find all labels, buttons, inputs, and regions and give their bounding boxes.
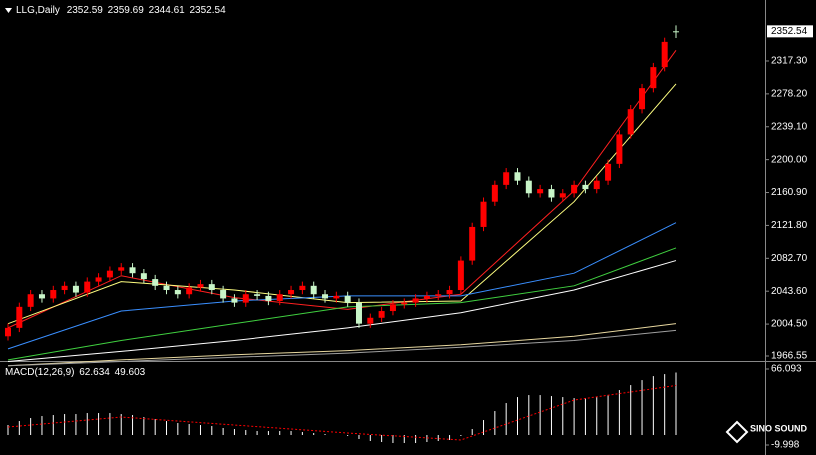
moving-average — [7, 329, 677, 367]
candle-body — [355, 302, 362, 324]
y-tick-label: -9.998 — [771, 440, 800, 451]
candle-body — [254, 294, 261, 296]
candle-body — [548, 189, 555, 198]
candle-body — [16, 306, 23, 328]
candle-body — [627, 109, 634, 135]
y-tick-label: 1966.55 — [771, 351, 808, 362]
y-tick-label: 2082.70 — [771, 253, 808, 264]
candle-body — [650, 67, 657, 89]
candle-body — [525, 180, 532, 194]
candle-body — [423, 295, 430, 299]
candle-body — [537, 189, 544, 194]
candle-body — [378, 311, 385, 318]
candle-body — [61, 285, 68, 291]
signal-value: 49.603 — [115, 367, 146, 378]
open-value: 2352.59 — [67, 5, 104, 16]
candle-body — [118, 267, 125, 271]
y-tick-label: 2278.20 — [771, 89, 808, 100]
candle-body — [106, 270, 113, 278]
watermark: SINO SOUND — [725, 420, 808, 444]
candle-body — [265, 295, 272, 301]
close-value: 2352.54 — [190, 5, 227, 16]
candle-body — [389, 304, 396, 312]
candle-body — [186, 287, 193, 295]
macd-value: 62.634 — [79, 367, 110, 378]
candle-body — [220, 290, 227, 299]
y-tick-label: 66.093 — [771, 364, 802, 375]
watermark-logo — [725, 420, 749, 444]
candle-body — [27, 294, 34, 307]
candle-body — [559, 193, 566, 198]
candle-body — [242, 294, 249, 303]
watermark-text: SINO SOUND — [750, 423, 808, 433]
low-value: 2344.61 — [149, 5, 186, 16]
candle-body — [401, 302, 408, 305]
candle-body — [661, 41, 668, 68]
candle-body — [446, 290, 453, 295]
high-value: 2359.69 — [108, 5, 145, 16]
signal-line — [7, 384, 677, 441]
macd-title: MACD(12,26,9) — [5, 367, 74, 378]
candle-body — [208, 284, 215, 291]
candle-body — [514, 172, 521, 181]
candle-body — [605, 163, 612, 181]
candle-body — [276, 294, 283, 301]
candle-body — [333, 295, 340, 299]
candle-body — [469, 226, 476, 261]
candle-body — [152, 279, 159, 286]
candle-body — [503, 172, 510, 185]
candle-body — [129, 267, 136, 274]
candle-body — [50, 290, 57, 299]
y-tick-label: 2043.60 — [771, 286, 808, 297]
last-price-box — [767, 25, 813, 38]
moving-average — [7, 260, 677, 363]
candle-body — [593, 180, 600, 190]
menu-arrow — [5, 8, 12, 13]
candle-body — [367, 317, 374, 324]
y-tick-label: 2200.00 — [771, 154, 808, 165]
candle-body — [480, 201, 487, 227]
candle-body — [322, 294, 329, 299]
y-tick-label: 2317.30 — [771, 56, 808, 67]
candle-body — [571, 184, 578, 194]
candle-body — [616, 134, 623, 164]
candle-body — [163, 285, 170, 291]
candle-body — [5, 327, 11, 337]
y-tick-label: 2121.80 — [771, 220, 808, 231]
candle-body — [72, 285, 79, 293]
candle-body — [174, 290, 181, 295]
y-tick-label: 2160.90 — [771, 187, 808, 198]
chart-title: LLG,Daily — [16, 5, 60, 16]
moving-average — [7, 323, 677, 367]
candle-body — [299, 285, 306, 291]
last-price-label: 2352.54 — [771, 26, 808, 37]
candle-body — [457, 260, 464, 291]
macd-header: MACD(12,26,9) 62.634 49.603 — [5, 367, 146, 378]
candle-body — [84, 281, 91, 293]
candle-body — [197, 284, 204, 288]
candle-body — [582, 184, 589, 190]
candle-body — [231, 298, 238, 303]
chart-header: LLG,Daily 2352.59 2359.69 2344.61 2352.5… — [16, 5, 226, 16]
candle-body — [310, 285, 317, 295]
y-tick-label: 2004.50 — [771, 319, 808, 330]
candle-body — [95, 277, 102, 282]
candle-body — [38, 294, 45, 299]
candle-body — [344, 295, 351, 303]
candle-body — [412, 298, 419, 303]
candle-body — [639, 88, 646, 110]
candle-body — [288, 290, 295, 295]
candle-body — [673, 31, 679, 33]
candle-body — [140, 273, 147, 280]
candle-body — [435, 294, 442, 296]
y-tick-label: 2239.10 — [771, 121, 808, 132]
candle-body — [491, 184, 498, 202]
